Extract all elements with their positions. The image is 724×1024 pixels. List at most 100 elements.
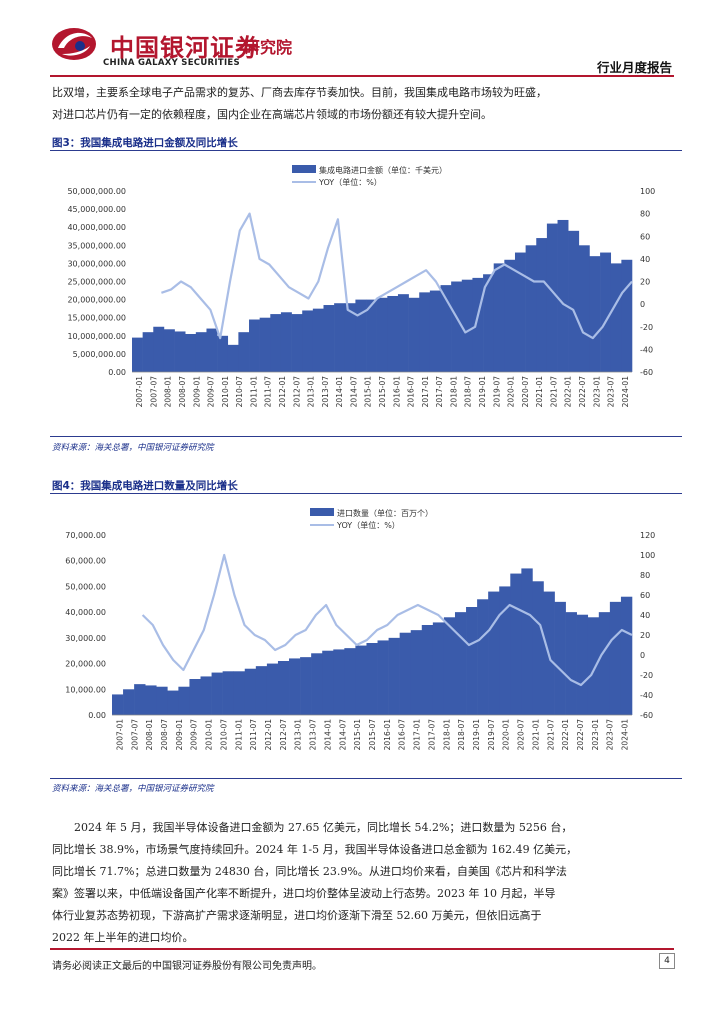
x-tick-label: 2021-01 (535, 376, 544, 408)
y-right-tick-label: 100 (640, 187, 655, 196)
y-right-tick-label: 20 (640, 631, 650, 640)
company-name-en: CHINA GALAXY SECURITIES (103, 58, 240, 68)
bar (259, 317, 271, 372)
bar (366, 299, 377, 372)
x-tick-label: 2019-07 (492, 376, 501, 408)
x-tick-label: 2010-07 (219, 719, 228, 751)
figure4-bottom-rule (50, 778, 682, 779)
bar (621, 259, 633, 372)
y-left-tick-label: 40,000,000.00 (67, 223, 126, 232)
bar (421, 625, 434, 715)
x-tick-label: 2022-01 (564, 376, 573, 408)
bar (483, 274, 495, 372)
bar (472, 277, 484, 372)
bar (521, 568, 533, 715)
header-rule (50, 75, 674, 77)
bar (163, 329, 175, 372)
footer-disclaimer: 请务必阅读正文最后的中国银河证券股份有限公司免责声明。 (52, 961, 322, 972)
company-name: 中国银河证券 (110, 34, 260, 62)
x-tick-label: 2020-01 (507, 376, 516, 408)
bar (185, 333, 197, 372)
y-right-tick-label: 20 (640, 278, 650, 287)
x-tick-label: 2012-07 (292, 376, 301, 408)
bar (134, 684, 146, 715)
y-left-tick-label: 20,000.00 (65, 660, 106, 669)
y-right-tick-label: 0 (640, 300, 645, 309)
x-tick-label: 2020-01 (502, 719, 511, 751)
bar (578, 245, 590, 372)
bar (344, 648, 356, 715)
bar (432, 622, 445, 715)
bar (600, 252, 612, 372)
body-line: 案》签署以来，中低端设备国产化率不断提升，进口均价整体呈波动上行态势。2023 … (52, 887, 556, 900)
x-tick-label: 2018-01 (442, 719, 451, 751)
y-left-tick-label: 30,000,000.00 (67, 259, 126, 268)
bar (388, 637, 400, 715)
legend-swatch-bar (292, 165, 316, 173)
x-tick-label: 2012-07 (279, 719, 288, 751)
bar (429, 290, 441, 372)
x-tick-label: 2015-01 (353, 719, 362, 751)
body-line: 2024 年 5 月，我国半导体设备进口金额为 27.65 亿美元，同比增长 5… (74, 821, 573, 834)
bar (461, 279, 473, 372)
y-right-tick-label: 100 (640, 551, 655, 560)
chart-legend: 集成电路进口金额（单位：千美元） YOY（单位：%） (292, 165, 447, 187)
bar (488, 591, 500, 715)
bar (211, 672, 223, 715)
x-tick-label: 2017-07 (427, 719, 436, 751)
x-tick-label: 2023-01 (591, 719, 600, 751)
bar (589, 256, 601, 372)
x-tick-label: 2023-01 (592, 376, 601, 408)
x-tick-label: 2016-07 (407, 376, 416, 408)
bar (525, 245, 537, 372)
bar (397, 294, 409, 372)
bar (142, 332, 154, 372)
figure3-bottom-rule (50, 436, 682, 437)
bar (377, 640, 389, 715)
figure3-source: 资料来源：海关总署，中国银河证券研究院 (52, 443, 214, 453)
x-tick-label: 2022-07 (578, 376, 587, 408)
bar (195, 332, 207, 372)
y-right-tick-label: 60 (640, 591, 650, 600)
bar (322, 650, 334, 715)
bar (344, 303, 356, 372)
y-right-tick-label: -20 (640, 323, 653, 332)
y-left-tick-label: 15,000,000.00 (67, 314, 126, 323)
x-tick-label: 2008-01 (145, 719, 154, 751)
y-left-tick-label: 30,000.00 (65, 634, 106, 643)
bar (300, 657, 312, 715)
x-tick-label: 2008-07 (160, 719, 169, 751)
bar (410, 630, 423, 715)
y-right-tick-label: -60 (640, 368, 653, 377)
x-tick-label: 2024-01 (621, 719, 630, 751)
x-tick-label: 2015-01 (364, 376, 373, 408)
y-right-tick-label: 40 (640, 611, 650, 620)
bar (610, 263, 622, 372)
bar (233, 671, 246, 715)
bar (355, 645, 367, 715)
bar (366, 643, 378, 715)
bar (493, 263, 505, 372)
bar (546, 223, 558, 372)
x-tick-label: 2023-07 (606, 719, 615, 751)
x-tick-label: 2024-01 (621, 376, 630, 408)
x-tick-label: 2009-07 (190, 719, 199, 751)
x-tick-label: 2016-07 (398, 719, 407, 751)
bar (477, 599, 489, 715)
legend-label-bar: 集成电路进口金额（单位：千美元） (319, 165, 447, 175)
x-tick-label: 2009-07 (207, 376, 216, 408)
y-right-tick-label: 80 (640, 210, 650, 219)
x-tick-label: 2012-01 (264, 719, 273, 751)
x-tick-label: 2018-07 (464, 376, 473, 408)
bar (510, 573, 522, 715)
report-type: 行业月度报告 (596, 60, 672, 75)
bar (270, 314, 282, 372)
y-left-tick-label: 40,000.00 (65, 608, 106, 617)
legend-label-line: YOY（单位：%） (318, 177, 382, 187)
x-tick-label: 2010-01 (205, 719, 214, 751)
bar (565, 612, 577, 715)
figure4-title: 图4：我国集成电路进口数量及同比增长 (52, 480, 238, 492)
bar (568, 230, 580, 372)
bar (576, 614, 589, 715)
bar (387, 295, 399, 372)
